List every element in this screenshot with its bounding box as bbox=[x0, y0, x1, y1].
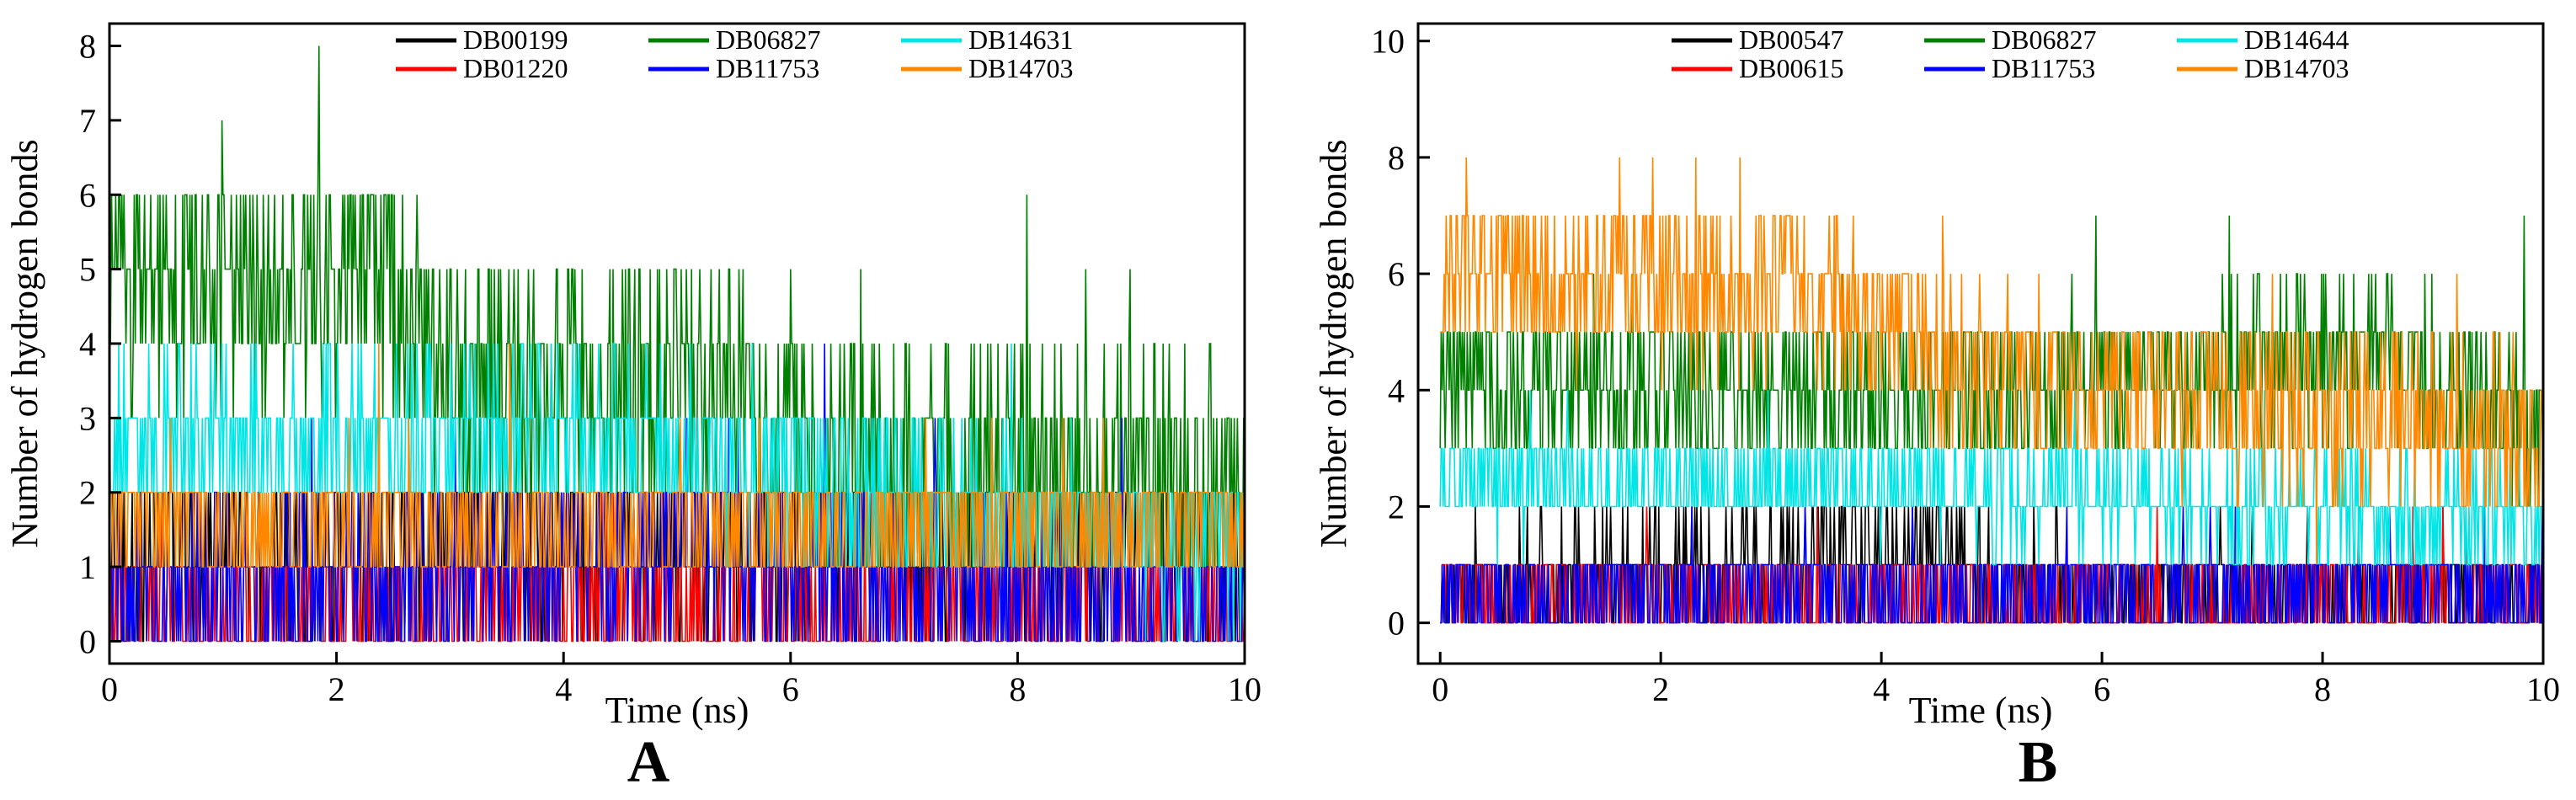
y-tick-label: 3 bbox=[79, 399, 96, 437]
x-tick-label: 4 bbox=[1873, 670, 1890, 708]
x-tick-label: 6 bbox=[782, 670, 799, 708]
legend-entry: DB00615 bbox=[1739, 53, 1843, 83]
panel-a: 0 2 4 6 8 10 0 1 2 3 4 5 6 7 8 Time (ns) Number of hydro… bbox=[4, 22, 1261, 795]
x-tick-label: 2 bbox=[328, 670, 345, 708]
x-tick-label: 0 bbox=[101, 670, 118, 708]
y-tick-label: 0 bbox=[1388, 605, 1405, 643]
legend-entry: DB14703 bbox=[2244, 53, 2349, 83]
y-tick-label: 1 bbox=[79, 548, 96, 586]
legend-entry: DB14644 bbox=[2244, 24, 2349, 55]
panel-label: B bbox=[2019, 730, 2058, 795]
legend-entry: DB06827 bbox=[716, 24, 820, 55]
y-tick-label: 7 bbox=[79, 102, 96, 140]
y-tick-label: 5 bbox=[79, 251, 96, 289]
x-tick-label: 10 bbox=[2526, 670, 2560, 708]
plot-frame bbox=[1416, 22, 2545, 665]
series-line-db11753 bbox=[1440, 506, 2544, 624]
x-axis-title: Time (ns) bbox=[1909, 690, 2053, 731]
y-tick-label: 10 bbox=[1371, 23, 1405, 61]
y-tick-label: 2 bbox=[79, 474, 96, 512]
x-tick-label: 8 bbox=[1009, 670, 1026, 708]
y-tick-label: 4 bbox=[1388, 371, 1405, 409]
y-tick-label: 8 bbox=[79, 28, 96, 66]
x-tick-label: 0 bbox=[1432, 670, 1448, 708]
panel-b: 0 2 4 6 8 10 0 2 4 6 8 10 Time (ns) Number of hydroge… bbox=[1313, 22, 2560, 795]
y-axis-title: Number of hydrogen bonds bbox=[4, 139, 45, 547]
legend-entry: DB00199 bbox=[463, 24, 568, 55]
x-tick-label: 4 bbox=[555, 670, 572, 708]
y-tick-label: 4 bbox=[79, 325, 96, 363]
y-axis-title: Number of hydrogen bonds bbox=[1313, 139, 1354, 547]
panel-label: A bbox=[627, 730, 670, 795]
series-traces bbox=[109, 45, 1245, 643]
series-line-db14703 bbox=[1440, 157, 2544, 565]
legend-entry: DB00547 bbox=[1739, 24, 1843, 55]
series-traces bbox=[1439, 157, 2544, 624]
legend-entry: DB14631 bbox=[968, 24, 1073, 55]
y-tick-label: 8 bbox=[1388, 139, 1405, 177]
y-tick-label: 0 bbox=[79, 622, 96, 660]
series-line-db14644 bbox=[1439, 390, 2544, 566]
x-tick-label: 6 bbox=[2093, 670, 2110, 708]
legend-entry: DB06827 bbox=[1992, 24, 2096, 55]
y-tick-label: 6 bbox=[79, 176, 96, 214]
y-tick-label: 6 bbox=[1388, 255, 1405, 293]
legend-entry: DB11753 bbox=[716, 53, 819, 83]
legend-entry: DB11753 bbox=[1992, 53, 2095, 83]
legend-entry: DB14703 bbox=[968, 53, 1073, 83]
series-line-db14703 bbox=[109, 343, 1245, 642]
x-tick-label: 2 bbox=[1652, 670, 1669, 708]
legend-entry: DB01220 bbox=[463, 53, 568, 83]
x-tick-label: 8 bbox=[2314, 670, 2331, 708]
y-tick-label: 2 bbox=[1388, 488, 1405, 525]
x-tick-label: 10 bbox=[1228, 670, 1261, 708]
x-axis-title: Time (ns) bbox=[605, 690, 749, 731]
